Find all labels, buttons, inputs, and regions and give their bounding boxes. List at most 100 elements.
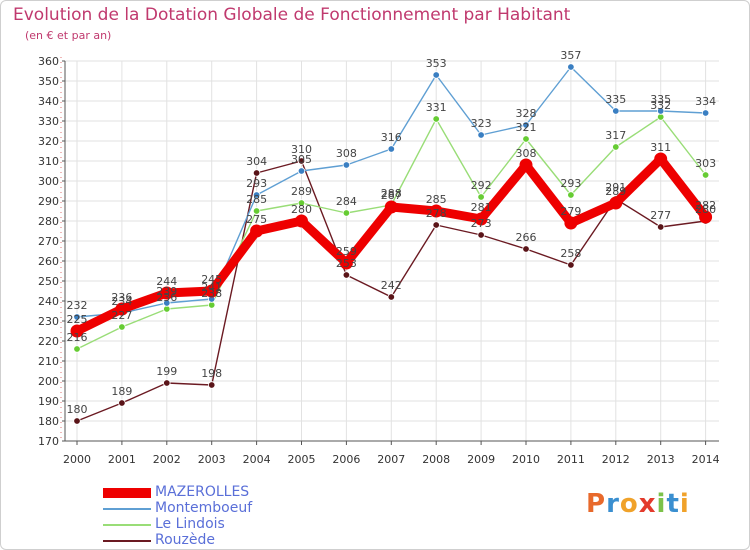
legend-item-mazerolles: MAZEROLLES bbox=[103, 485, 323, 501]
data-label-le-lindois: 227 bbox=[111, 309, 132, 322]
data-point-montemboeuf bbox=[432, 71, 440, 79]
y-tick-label: 300 bbox=[38, 175, 59, 188]
data-label-montemboeuf: 335 bbox=[605, 93, 626, 106]
data-label-montemboeuf: 323 bbox=[471, 117, 492, 130]
logo-letter: t bbox=[666, 489, 680, 519]
data-label-mazerolles: 282 bbox=[695, 199, 716, 212]
data-label-rouz-de: 198 bbox=[201, 367, 222, 380]
y-tick-label: 320 bbox=[38, 135, 59, 148]
data-point-mazerolles bbox=[429, 204, 443, 218]
y-tick-label: 240 bbox=[38, 295, 59, 308]
y-tick-label: 270 bbox=[38, 235, 59, 248]
data-point-rouz-de bbox=[73, 417, 81, 425]
data-point-le-lindois bbox=[522, 135, 530, 143]
legend-item-montemboeuf: Montemboeuf bbox=[103, 501, 323, 517]
data-point-rouz-de bbox=[477, 231, 485, 239]
data-label-le-lindois: 285 bbox=[246, 193, 267, 206]
data-point-rouz-de bbox=[207, 381, 216, 389]
y-tick-label: 190 bbox=[38, 395, 59, 408]
data-point-mazerolles bbox=[654, 152, 668, 166]
x-tick-label: 2013 bbox=[647, 453, 675, 466]
logo-letter: o bbox=[619, 489, 639, 519]
data-point-rouz-de bbox=[252, 169, 261, 177]
data-point-mazerolles bbox=[564, 216, 578, 230]
logo-letter: i bbox=[656, 489, 667, 519]
data-label-montemboeuf: 353 bbox=[426, 57, 447, 70]
x-tick-label: 2010 bbox=[512, 453, 540, 466]
data-label-le-lindois: 292 bbox=[471, 179, 492, 192]
data-point-rouz-de bbox=[118, 399, 126, 407]
data-point-montemboeuf bbox=[567, 63, 575, 71]
x-tick-label: 2003 bbox=[198, 453, 226, 466]
data-label-mazerolles: 279 bbox=[560, 205, 581, 218]
x-tick-label: 2014 bbox=[692, 453, 720, 466]
legend: MAZEROLLES Montemboeuf Le Lindois Rouzèd… bbox=[103, 485, 323, 549]
data-label-mazerolles: 285 bbox=[426, 193, 447, 206]
data-point-le-lindois bbox=[342, 209, 351, 217]
data-label-montemboeuf: 234 bbox=[111, 295, 132, 308]
data-label-le-lindois: 303 bbox=[695, 157, 716, 170]
data-label-le-lindois: 293 bbox=[560, 177, 581, 190]
data-label-le-lindois: 288 bbox=[381, 187, 402, 200]
data-label-mazerolles: 275 bbox=[246, 213, 267, 226]
data-label-rouz-de: 291 bbox=[605, 181, 626, 194]
data-point-mazerolles bbox=[474, 212, 488, 226]
x-tick-label: 2001 bbox=[108, 453, 136, 466]
data-label-mazerolles: 280 bbox=[291, 203, 312, 216]
legend-swatch bbox=[103, 488, 151, 498]
data-label-mazerolles: 287 bbox=[381, 189, 402, 202]
data-point-le-lindois bbox=[701, 171, 710, 179]
chart-subtitle: (en € et par an) bbox=[25, 29, 112, 42]
legend-label: Le Lindois bbox=[155, 516, 225, 532]
y-tick-label: 260 bbox=[38, 255, 59, 268]
data-point-le-lindois bbox=[118, 323, 126, 331]
y-tick-label: 290 bbox=[38, 195, 59, 208]
data-point-montemboeuf bbox=[477, 131, 485, 139]
plot-area bbox=[65, 61, 719, 441]
data-point-montemboeuf bbox=[252, 191, 261, 199]
y-tick-label: 250 bbox=[38, 275, 59, 288]
chart-title: Evolution de la Dotation Globale de Fonc… bbox=[13, 5, 571, 25]
data-label-le-lindois: 216 bbox=[67, 331, 88, 344]
data-label-montemboeuf: 316 bbox=[381, 131, 402, 144]
y-tick-label: 210 bbox=[38, 355, 59, 368]
x-axis-tick-labels: 2000 2001 2002 2003 2004 2005 2006 2007 2008 2009… bbox=[63, 453, 720, 466]
data-label-rouz-de: 258 bbox=[560, 247, 581, 260]
x-tick-label: 2012 bbox=[602, 453, 630, 466]
data-point-mazerolles bbox=[384, 200, 398, 214]
x-tick-label: 2007 bbox=[377, 453, 405, 466]
data-label-le-lindois: 284 bbox=[336, 195, 357, 208]
data-point-rouz-de bbox=[432, 221, 440, 229]
data-label-rouz-de: 180 bbox=[67, 403, 88, 416]
data-label-mazerolles: 311 bbox=[650, 141, 671, 154]
data-label-montemboeuf: 305 bbox=[291, 153, 312, 166]
data-label-mazerolles: 225 bbox=[67, 313, 88, 326]
data-point-rouz-de bbox=[567, 261, 575, 269]
chart-grid bbox=[65, 60, 719, 442]
logo-letter: r bbox=[606, 489, 620, 519]
series-montemboeuf bbox=[73, 63, 710, 321]
data-label-rouz-de: 304 bbox=[246, 155, 267, 168]
data-point-rouz-de bbox=[522, 245, 530, 253]
data-point-le-lindois bbox=[432, 115, 440, 123]
legend-swatch bbox=[103, 524, 151, 526]
data-point-mazerolles bbox=[519, 158, 533, 172]
data-label-montemboeuf: 328 bbox=[516, 107, 537, 120]
y-tick-label: 360 bbox=[38, 55, 59, 68]
data-label-le-lindois: 332 bbox=[650, 99, 671, 112]
data-point-montemboeuf bbox=[522, 121, 530, 129]
data-point-rouz-de bbox=[163, 379, 171, 387]
logo-letter: x bbox=[638, 489, 657, 519]
data-label-mazerolles: 245 bbox=[201, 273, 222, 286]
data-label-montemboeuf: 232 bbox=[67, 299, 88, 312]
data-label-mazerolles: 244 bbox=[156, 275, 177, 288]
data-point-le-lindois bbox=[567, 191, 575, 199]
data-point-mazerolles bbox=[115, 302, 129, 316]
data-point-mazerolles bbox=[250, 224, 264, 238]
data-label-mazerolles: 259 bbox=[336, 245, 357, 258]
y-tick-label: 340 bbox=[38, 95, 59, 108]
y-tick-label: 220 bbox=[38, 335, 59, 348]
data-point-le-lindois bbox=[252, 207, 261, 215]
data-point-rouz-de bbox=[342, 271, 351, 279]
